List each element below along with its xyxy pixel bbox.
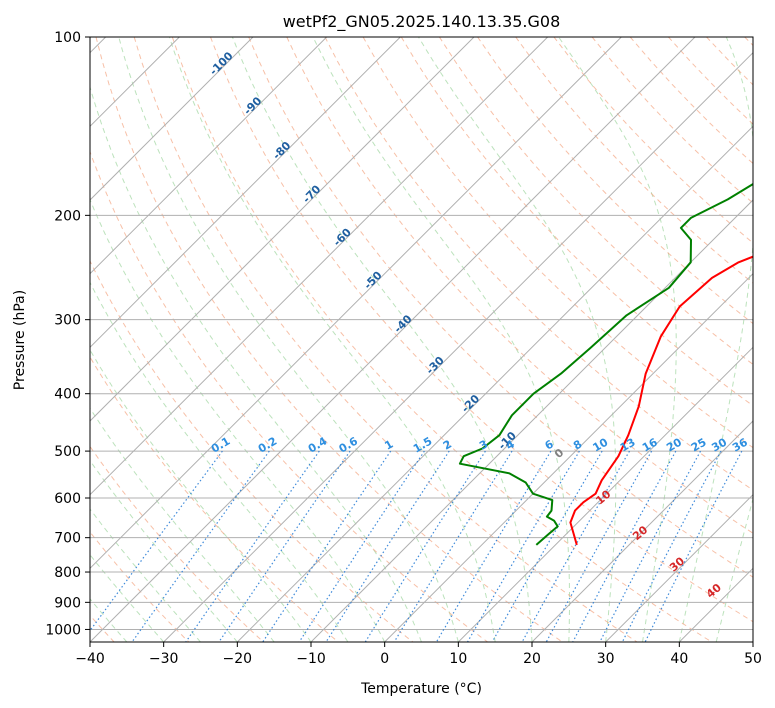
moist-adiabat [90,198,386,642]
x-tick-label: −20 [223,651,253,667]
isotherm [90,37,549,496]
temperature-profile [569,255,753,546]
isotherm [310,199,753,642]
moist-adiabat [90,459,238,642]
isotherm [90,37,475,422]
mixing-ratio-line [644,450,743,642]
moist-adiabat [312,37,570,642]
dry-adiabat [324,37,753,491]
moist-adiabat [90,598,128,642]
x-tick-label: −30 [149,651,179,667]
isotherm [163,51,753,642]
mixing-ratio-line [491,450,603,642]
isotherm [90,37,696,642]
mixing-ratio-line [521,450,631,642]
isotherm [457,346,753,642]
mixing-ratio-line [599,450,702,642]
x-tick-label: −10 [296,651,326,667]
y-tick-label: 800 [54,565,81,581]
isotherm [236,125,753,642]
y-tick-label: 1000 [45,622,81,638]
x-tick-label: 10 [449,651,467,667]
moist-adiabat [90,349,312,642]
x-axis-label: Temperature (°C) [360,681,482,697]
dry-adiabat [90,150,488,642]
dry-adiabat [362,37,753,449]
mixing-ratio-line [393,450,513,642]
dry-adiabat [248,37,753,578]
moist-adiabat [168,37,496,642]
moist-adiabat [90,508,201,642]
mixing-ratio-line [262,450,392,642]
y-tick-label: 900 [54,595,81,611]
x-tick-label: 30 [597,651,615,667]
chart-title: wetPf2_GN05.2025.140.13.35.G08 [283,12,561,32]
mixing-ratio-line [90,450,223,632]
mixing-ratio-line [621,450,722,642]
isotherm [90,37,401,349]
isotherm [384,272,753,642]
pressure-gridlines [90,37,753,630]
sounding-profiles [458,182,753,546]
dry-adiabat [400,37,753,407]
x-tick-label: 40 [670,651,688,667]
x-tick-label: 20 [523,651,541,667]
isotherm [90,37,328,275]
x-tick-label: 50 [744,651,762,667]
mixing-ratio-line [185,450,320,642]
dry-adiabat [210,37,753,623]
y-tick-label: 700 [54,531,81,547]
y-axis-label: Pressure (hPa) [12,290,28,390]
isotherms [90,37,753,642]
moist-adiabat [118,37,459,642]
x-tick-label: 0 [380,651,389,667]
moist-adiabat [231,37,533,642]
moist-adiabats [90,37,753,642]
dry-adiabat [95,37,563,642]
y-tick-label: 500 [54,444,81,460]
moist-adiabat [90,554,165,642]
plot-area: -100-90-80-70-60-50-40-30-20-100.1 0.2 0.4… [90,37,753,642]
mixing-ratio-line [545,450,653,642]
isotherm [90,37,622,570]
y-axis-ticks: 100 200 300 400 500 600 700 800 900 1000 [45,30,90,638]
moist-adiabat [90,407,275,642]
dewpoint-profile [458,182,753,546]
isotherm [605,493,753,642]
plot-frame [89,36,754,643]
dry-adiabat [90,445,264,642]
moist-adiabat [90,85,422,642]
x-tick-label: −40 [75,651,105,667]
dry-adiabat [133,37,638,642]
mixing-ratio-line [218,450,351,642]
y-tick-label: 300 [54,313,81,329]
moist-adiabat [418,37,617,642]
mixing-ratio-line [298,450,425,642]
y-tick-label: 400 [54,387,81,403]
mixing-ratio-lines [90,450,743,642]
isotherm [90,37,254,201]
isotherm [531,420,753,642]
y-tick-label: 100 [54,30,81,46]
x-axis-ticks: −40 −30 −20 −10 0 10 20 30 40 50 [75,642,762,667]
y-tick-label: 600 [54,491,81,507]
mixing-ratio-line [572,450,677,642]
moist-adiabat [558,37,677,642]
y-tick-label: 200 [54,208,81,224]
